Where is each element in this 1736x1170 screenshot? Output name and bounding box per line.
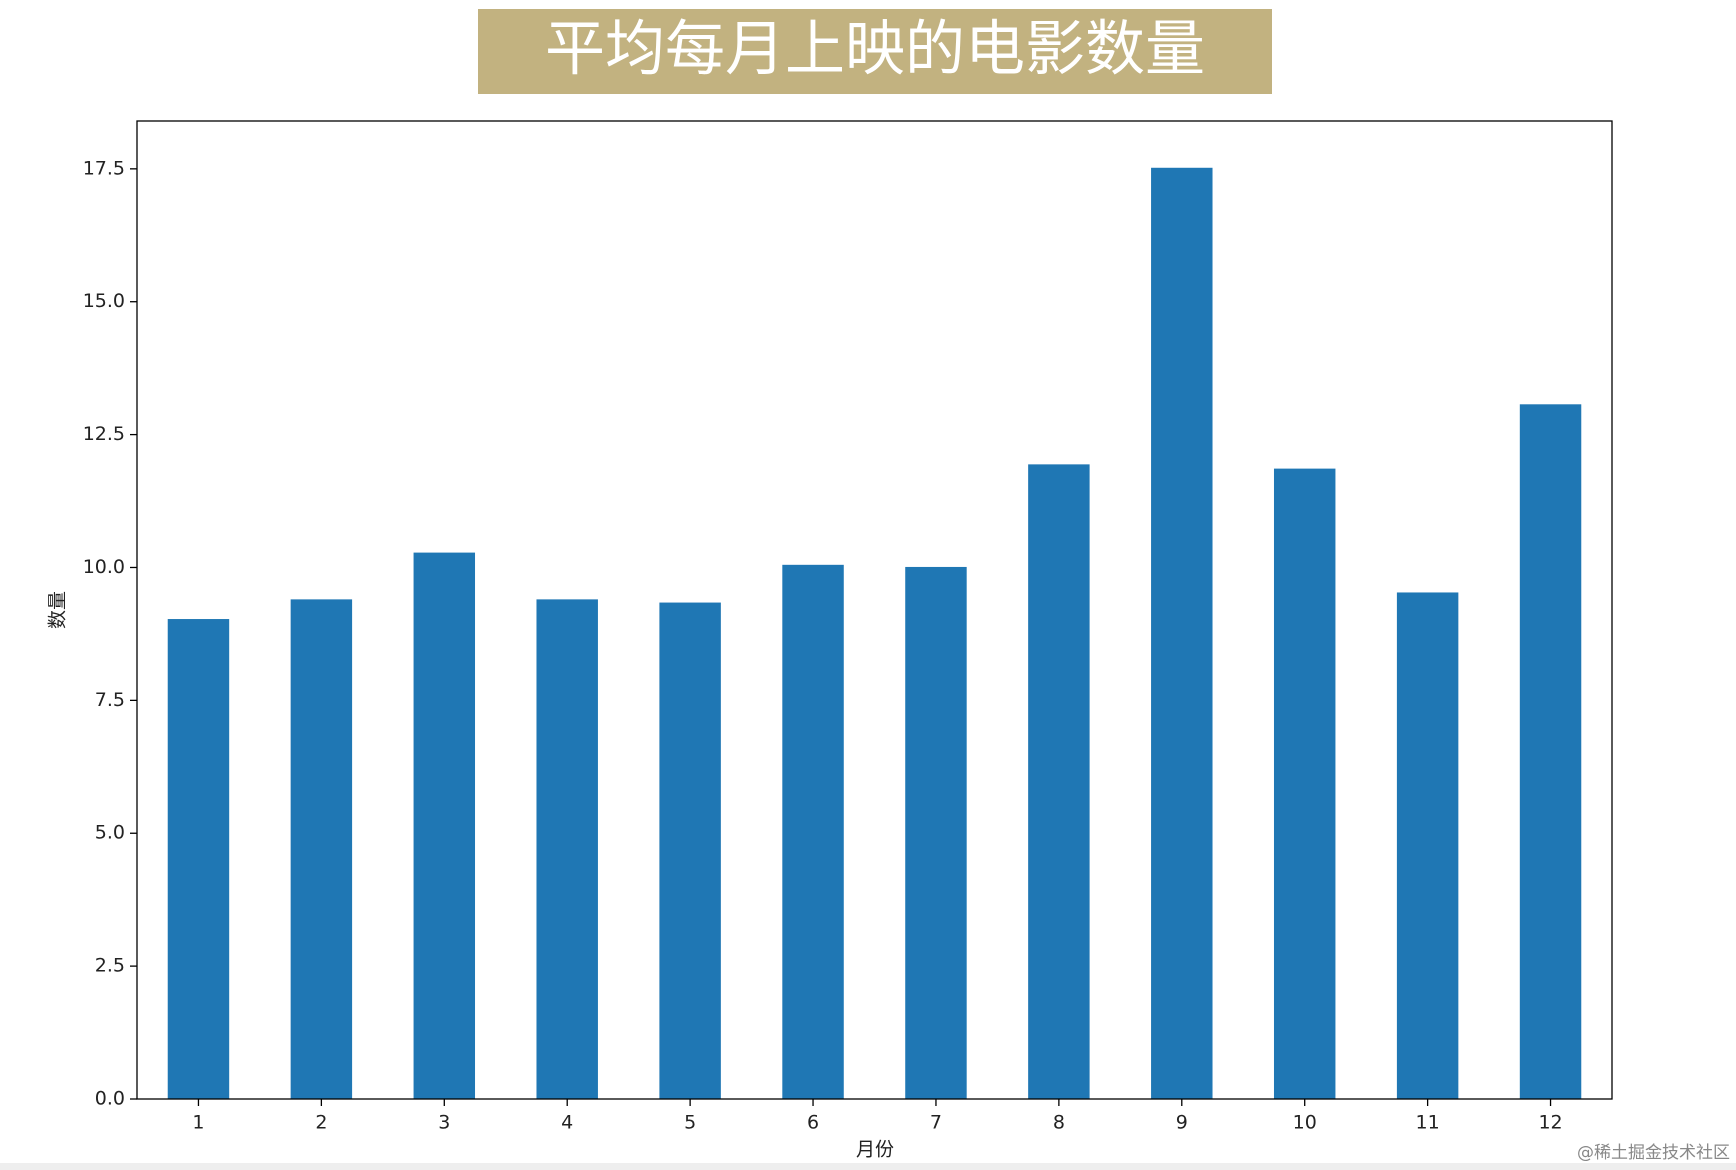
- bar: [905, 566, 967, 1099]
- x-tick-label: 11: [1416, 1112, 1440, 1134]
- y-tick-label: 0.0: [95, 1088, 125, 1110]
- chart-title: 平均每月上映的电影数量: [545, 15, 1205, 85]
- x-tick-label: 7: [930, 1112, 942, 1134]
- y-tick-label: 12.5: [83, 423, 125, 445]
- y-tick-label: 2.5: [95, 955, 125, 977]
- y-tick-label: 10.0: [83, 556, 125, 578]
- bar: [1028, 464, 1090, 1099]
- x-tick-label: 9: [1176, 1112, 1188, 1134]
- bar: [167, 619, 230, 1099]
- bar: [413, 552, 476, 1099]
- y-tick-label: 5.0: [95, 822, 125, 844]
- x-tick-label: 6: [807, 1112, 819, 1134]
- plot-frame: [136, 120, 1613, 1100]
- y-tick-label: 7.5: [95, 689, 125, 711]
- y-axis-label: 数量: [47, 591, 69, 629]
- bar: [1519, 404, 1582, 1099]
- x-tick-label: 10: [1293, 1112, 1317, 1134]
- bar: [1151, 167, 1213, 1099]
- bar: [659, 602, 721, 1099]
- title-background: [478, 9, 1272, 94]
- x-tick-label: 3: [438, 1112, 450, 1134]
- bottom-strip: [0, 1163, 1736, 1170]
- bar: [290, 599, 353, 1099]
- bar: [536, 599, 598, 1099]
- x-tick-label: 5: [684, 1112, 696, 1134]
- bar: [1396, 592, 1459, 1099]
- x-tick-label: 4: [561, 1112, 573, 1134]
- y-tick-label: 15.0: [83, 290, 125, 312]
- x-tick-label: 12: [1538, 1112, 1562, 1134]
- bar: [1273, 468, 1336, 1099]
- watermark: @稀土掘金技术社区: [1577, 1143, 1730, 1163]
- x-tick-label: 8: [1053, 1112, 1065, 1134]
- x-tick-label: 1: [192, 1112, 204, 1134]
- x-axis-label: 月份: [856, 1139, 894, 1161]
- bar: [782, 564, 844, 1099]
- x-tick-label: 2: [315, 1112, 327, 1134]
- y-tick-label: 17.5: [83, 157, 125, 179]
